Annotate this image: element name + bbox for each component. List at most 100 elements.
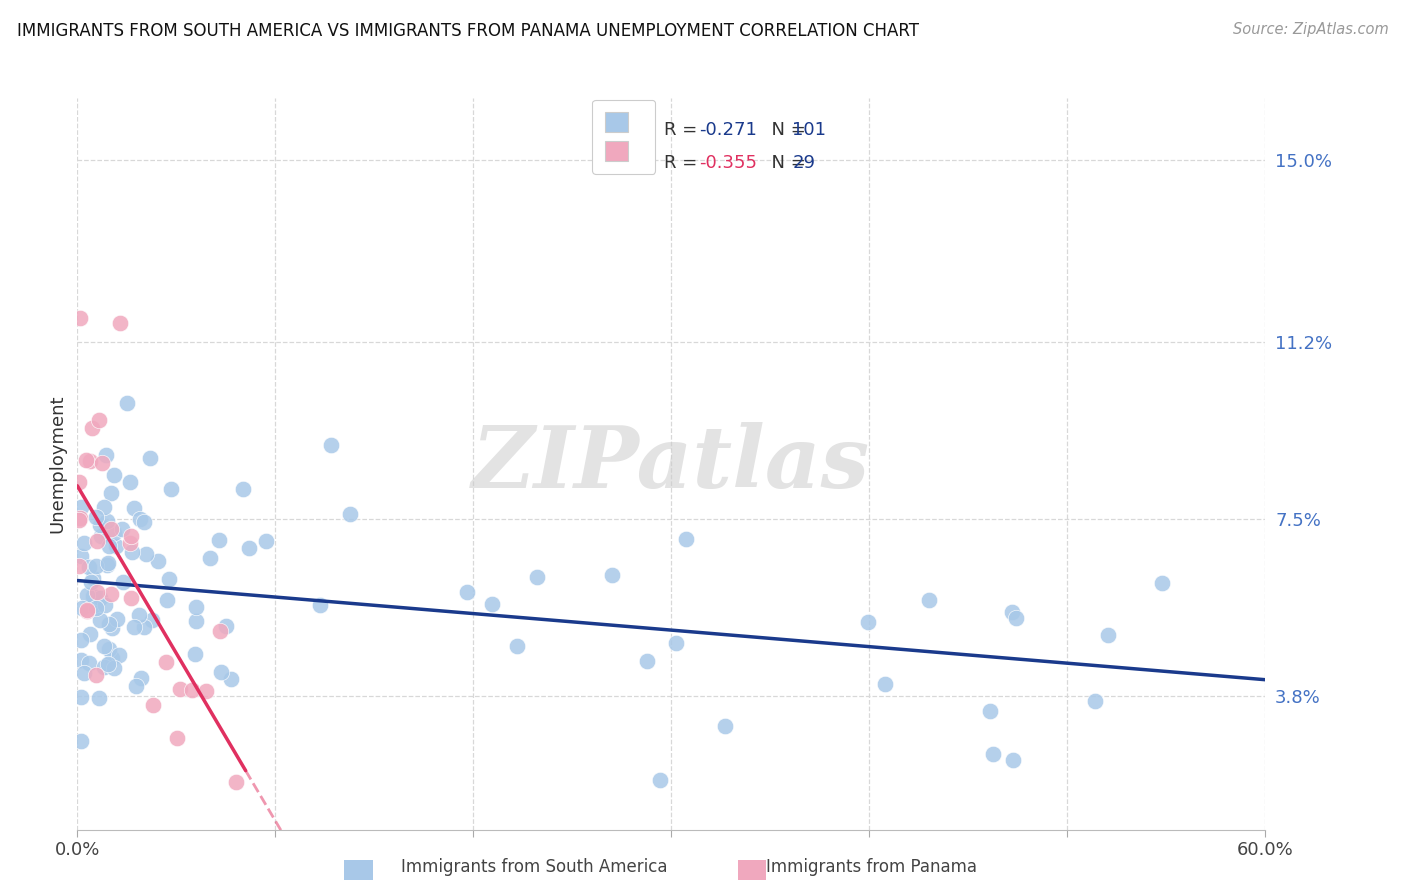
Text: 29: 29 bbox=[793, 153, 815, 171]
Point bbox=[86, 584, 108, 599]
Point bbox=[856, 615, 879, 630]
Text: ZIPatlas: ZIPatlas bbox=[472, 422, 870, 506]
Point bbox=[87, 413, 110, 427]
Point bbox=[208, 624, 231, 639]
Point bbox=[111, 522, 134, 536]
Point bbox=[456, 585, 478, 599]
Point bbox=[156, 592, 179, 607]
Point bbox=[122, 500, 145, 515]
Point bbox=[70, 500, 93, 514]
Text: -0.355: -0.355 bbox=[700, 153, 758, 171]
Point bbox=[183, 647, 205, 661]
Point bbox=[146, 554, 169, 568]
Point bbox=[1001, 605, 1024, 619]
Point bbox=[208, 533, 231, 548]
Point bbox=[76, 604, 98, 618]
Point bbox=[84, 559, 107, 574]
Point bbox=[84, 509, 107, 524]
Text: Source: ZipAtlas.com: Source: ZipAtlas.com bbox=[1233, 22, 1389, 37]
Point bbox=[93, 660, 115, 674]
Point bbox=[91, 456, 114, 470]
Point bbox=[481, 597, 503, 611]
Point bbox=[339, 508, 361, 522]
Point bbox=[166, 731, 188, 745]
Point bbox=[70, 549, 93, 563]
Point bbox=[155, 656, 177, 670]
Point bbox=[70, 632, 93, 647]
Point bbox=[1005, 611, 1028, 625]
Point bbox=[198, 551, 221, 566]
Point bbox=[97, 556, 120, 570]
Point bbox=[103, 526, 125, 541]
Point bbox=[87, 691, 110, 706]
Point bbox=[1084, 693, 1107, 707]
Point bbox=[89, 517, 111, 532]
Point bbox=[1150, 576, 1173, 591]
Point bbox=[67, 475, 90, 489]
Point bbox=[96, 558, 118, 572]
Point bbox=[115, 396, 138, 410]
Point bbox=[873, 677, 896, 691]
Point bbox=[108, 648, 131, 663]
Point bbox=[184, 600, 207, 615]
Text: -0.271: -0.271 bbox=[700, 121, 758, 139]
Point bbox=[648, 772, 671, 787]
Point bbox=[100, 485, 122, 500]
Point bbox=[82, 590, 104, 604]
Text: N =: N = bbox=[761, 153, 811, 171]
Point bbox=[981, 747, 1004, 762]
Point bbox=[319, 437, 342, 451]
Text: R =: R = bbox=[665, 121, 703, 139]
Point bbox=[70, 690, 93, 704]
Point bbox=[100, 522, 122, 536]
Point bbox=[86, 534, 108, 549]
Point bbox=[157, 572, 180, 586]
Point bbox=[89, 591, 111, 606]
Point bbox=[67, 513, 90, 527]
Point bbox=[103, 661, 125, 675]
Point bbox=[225, 774, 247, 789]
Point bbox=[232, 483, 254, 497]
Point bbox=[121, 545, 143, 559]
Point bbox=[96, 514, 118, 528]
Point bbox=[100, 587, 122, 601]
Point bbox=[125, 679, 148, 693]
Point bbox=[70, 653, 93, 667]
Point bbox=[122, 620, 145, 634]
Y-axis label: Unemployment: Unemployment bbox=[48, 394, 66, 533]
Point bbox=[221, 672, 243, 686]
Text: Immigrants from South America: Immigrants from South America bbox=[401, 858, 668, 876]
Point bbox=[73, 665, 96, 680]
Point bbox=[195, 684, 218, 698]
Point bbox=[134, 515, 156, 529]
Point bbox=[169, 682, 191, 697]
Point bbox=[100, 650, 122, 665]
Point bbox=[120, 475, 142, 490]
Point bbox=[83, 599, 105, 613]
Point bbox=[70, 600, 93, 615]
Point bbox=[120, 529, 142, 543]
Point bbox=[98, 539, 121, 553]
Point bbox=[79, 627, 101, 641]
Point bbox=[665, 636, 688, 650]
Text: 101: 101 bbox=[793, 121, 827, 139]
Point bbox=[636, 654, 658, 668]
Point bbox=[89, 614, 111, 628]
Point bbox=[98, 617, 121, 632]
Point bbox=[129, 512, 152, 526]
Point bbox=[76, 603, 98, 617]
Point bbox=[97, 657, 120, 671]
Point bbox=[128, 607, 150, 622]
Point bbox=[120, 591, 142, 606]
Point bbox=[238, 541, 260, 556]
Point bbox=[111, 574, 134, 589]
Point bbox=[93, 500, 115, 514]
Point bbox=[526, 570, 548, 584]
Point bbox=[979, 704, 1001, 718]
Text: R =: R = bbox=[665, 153, 703, 171]
Point bbox=[67, 559, 90, 574]
Point bbox=[70, 734, 93, 748]
Point bbox=[1001, 753, 1024, 767]
Point bbox=[105, 612, 128, 626]
Text: Immigrants from Panama: Immigrants from Panama bbox=[766, 858, 977, 876]
